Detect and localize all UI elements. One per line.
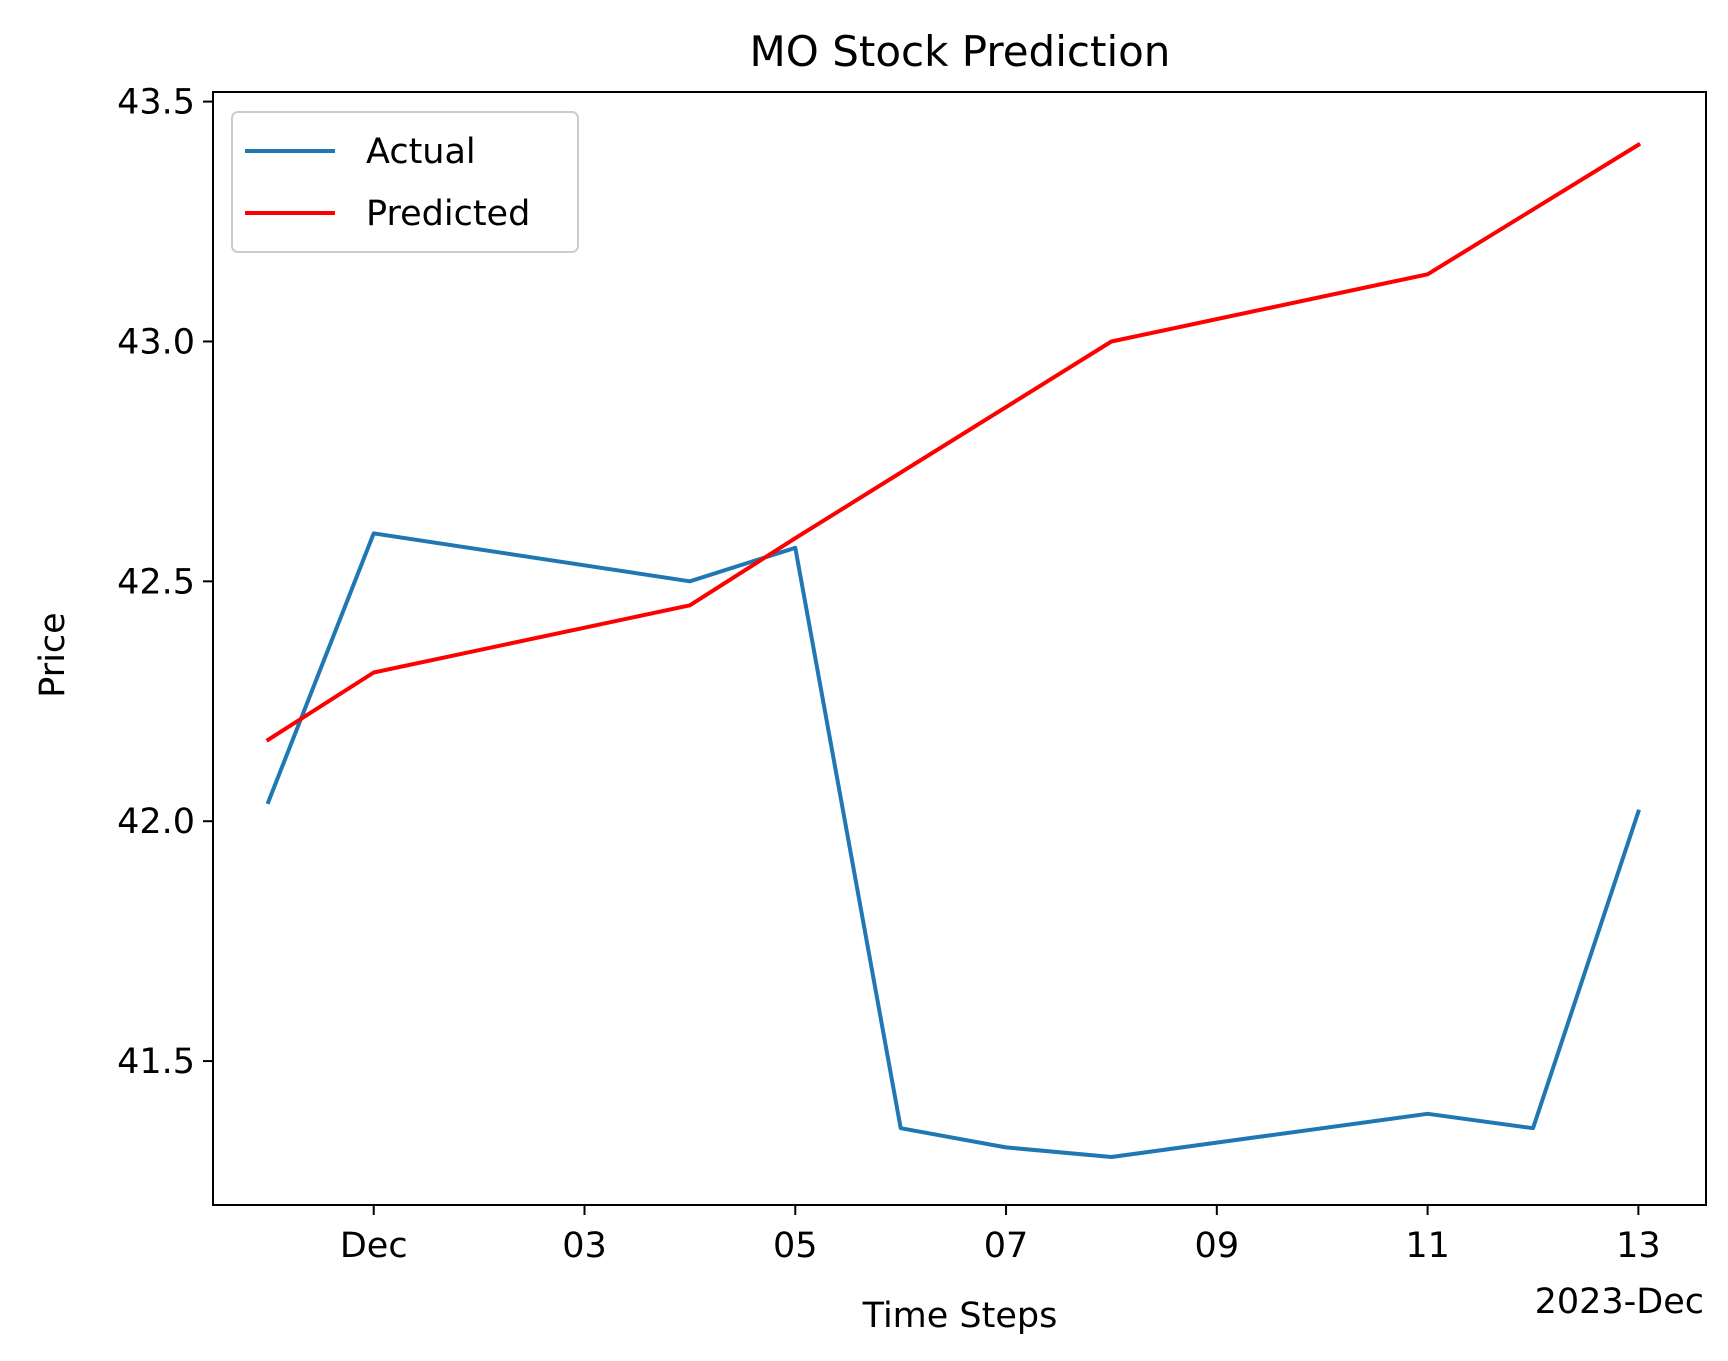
series-line-predicted (265, 142, 1642, 743)
x-tick-label: 05 (773, 1226, 818, 1266)
x-axis: Dec 03 05 07 09 11 13 (340, 1205, 1661, 1266)
y-tick-label: 42.5 (117, 562, 195, 602)
legend: Actual Predicted (231, 111, 579, 253)
x-tick-label: 09 (1195, 1226, 1240, 1266)
y-tick-label: 43.0 (117, 322, 195, 362)
y-tick-label: 41.5 (117, 1042, 195, 1082)
y-tick-label: 42.0 (117, 802, 195, 842)
x-axis-offset-label: 2023-Dec (1535, 1282, 1704, 1322)
legend-label-predicted: Predicted (366, 194, 530, 234)
x-tick-label: 07 (984, 1226, 1029, 1266)
plot-frame (212, 91, 1707, 1206)
x-axis-label: Time Steps (862, 1296, 1058, 1336)
legend-label-actual: Actual (366, 132, 476, 172)
series-line-actual (265, 531, 1641, 1159)
y-axis-label: Price (33, 612, 73, 697)
y-axis: 41.5 42.0 42.5 43.0 43.5 (117, 83, 213, 1082)
x-tick-label: 03 (562, 1226, 607, 1266)
chart-title: MO Stock Prediction (750, 27, 1171, 76)
y-tick-label: 43.5 (117, 83, 195, 123)
x-tick-label: 13 (1616, 1226, 1661, 1266)
series-layer (265, 142, 1642, 1159)
legend-frame (231, 111, 579, 253)
x-tick-label: 11 (1405, 1226, 1450, 1266)
x-tick-label: Dec (340, 1226, 408, 1266)
